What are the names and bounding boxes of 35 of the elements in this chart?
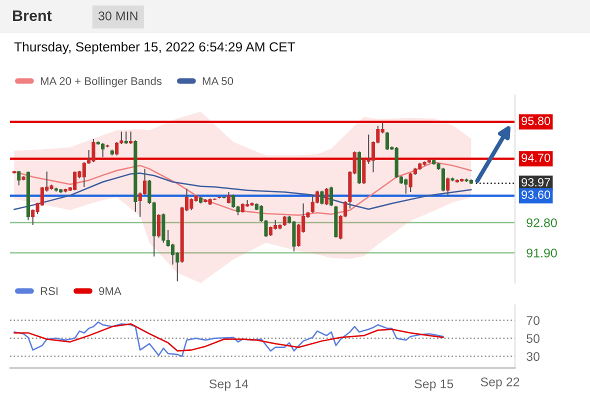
legend-label: MA 50 xyxy=(202,77,234,86)
line-series xyxy=(14,323,444,352)
legend-label: 9MA xyxy=(99,287,122,296)
ref-line-label: 94.70 xyxy=(522,154,550,162)
y-tick-label: 70 xyxy=(526,316,540,325)
line-series xyxy=(14,161,472,216)
ref-line-label: 93.60 xyxy=(522,190,550,199)
x-tick-label: Sep 14 xyxy=(209,379,248,391)
candlestick xyxy=(320,190,324,205)
candlestick xyxy=(324,187,328,206)
chart-title: Brent xyxy=(13,10,52,22)
text: Sep 22 xyxy=(480,378,520,389)
candlestick xyxy=(17,170,21,186)
y-tick-label: 30 xyxy=(526,352,540,361)
candlestick xyxy=(330,186,334,207)
candlestick xyxy=(156,214,161,238)
legend-label: RSI xyxy=(40,287,58,296)
candlestick xyxy=(446,177,450,196)
legend-label: MA 20 + Bollinger Bands xyxy=(40,76,162,88)
y-tick-label: 50 xyxy=(526,334,540,343)
candlestick xyxy=(226,191,230,204)
x-tick-label: Sep 15 xyxy=(414,379,454,391)
ref-line-label: 95.80 xyxy=(522,116,550,126)
ref-line-label: 93.97 xyxy=(522,178,550,186)
candlestick xyxy=(385,131,390,151)
line-series xyxy=(14,172,472,210)
candlestick xyxy=(170,243,175,266)
candlestick xyxy=(124,131,128,145)
text: 30 MIN xyxy=(98,12,138,20)
y-tick-label: 92.80 xyxy=(526,218,557,228)
line-series xyxy=(14,321,444,357)
candlestick xyxy=(129,131,133,145)
y-tick-label: 91.90 xyxy=(526,248,557,258)
chart-subtitle: Thursday, September 15, 2022 6:54:29 AM CET xyxy=(14,42,296,54)
candlestick xyxy=(282,215,286,226)
